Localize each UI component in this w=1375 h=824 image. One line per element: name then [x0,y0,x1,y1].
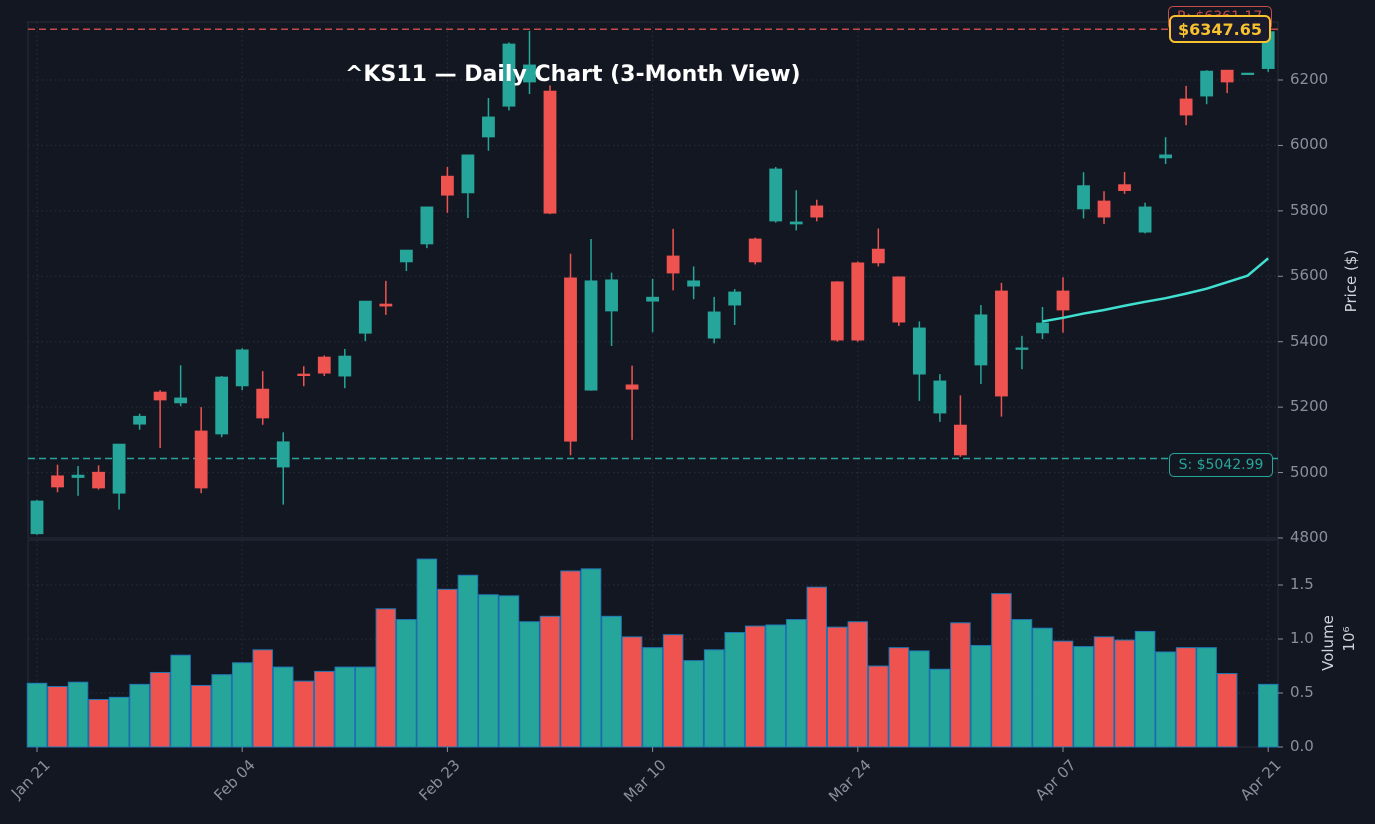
volume-tick-label: 1.5 [1290,575,1314,593]
volume-bars [26,558,1279,748]
price-axis-label: Price ($) [1342,249,1360,313]
price-tick-label: 5800 [1290,200,1329,219]
price-tick-label: 6200 [1290,70,1329,88]
price-tick-label: 5600 [1290,266,1329,285]
volume-tick-label: 1.0 [1290,629,1314,647]
current-price-badge: $6347.65 [1169,15,1271,43]
support-label: S: $5042.99 [1169,453,1273,477]
price-tick-label: 5200 [1290,397,1329,416]
price-tick-label: 4800 [1290,527,1329,546]
price-tick-label: 6000 [1290,135,1329,154]
sma-line [1042,257,1270,323]
volume-tick-label: 0.0 [1290,737,1314,755]
price-tick-label: 5400 [1290,331,1329,350]
volume-axis-label: Volume [1319,615,1337,671]
chart-title: ^KS11 — Daily Chart (3-Month View) [345,62,801,87]
price-candles [30,30,1275,535]
volume-tick-label: 0.5 [1290,683,1314,701]
price-tick-label: 5000 [1290,462,1329,481]
axis-tick-marks [36,79,1283,752]
volume-exponent-label: 10⁶ [1340,626,1358,652]
